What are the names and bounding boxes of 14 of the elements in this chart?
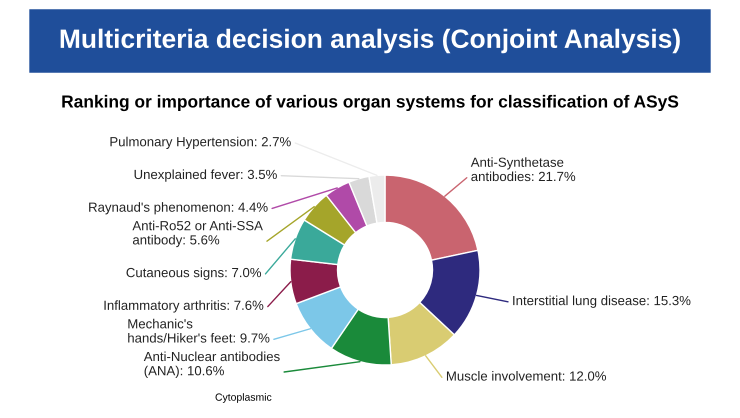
slice-label: Mechanic's hands/Hiker's feet: 9.7% — [128, 318, 270, 343]
slice-label: Inflammatory arthritis: 7.6% — [104, 300, 264, 313]
slice-label: Anti-Synthetase antibodies: 21.7% — [470, 157, 576, 182]
slice-label: Anti-Ro52 or Anti-SSA antibody: 5.6% — [132, 220, 263, 248]
chart-title: Multicriteria decision analysis (Conjoint Analysis) — [60, 28, 680, 54]
slice-label: Raynaud's phenomenon: 4.4% — [89, 202, 268, 214]
slice-label: Pulmonary Hypertension: 2.7% — [110, 136, 291, 149]
slice-label: Unexplained fever: 3.5% — [134, 169, 277, 182]
slice-label: Cutaneous signs: 7.0% — [126, 268, 262, 280]
slice-label: Muscle involvement: 12.0% — [446, 371, 606, 381]
slice-label: Interstitial lung disease: 15.3% — [513, 296, 690, 308]
slice-label: Anti-Nuclear antibodies (ANA): 10.6% — [144, 351, 280, 378]
chart-subtitle: Ranking or importance of various organ systems for classification of ASyS — [62, 94, 678, 112]
text: Cytoplasmic — [216, 393, 272, 403]
